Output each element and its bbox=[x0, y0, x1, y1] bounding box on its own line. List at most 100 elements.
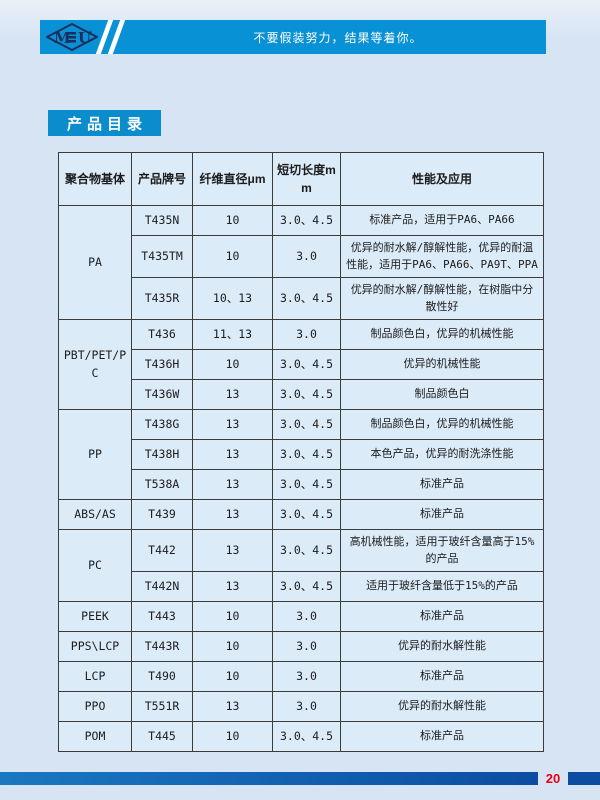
desc-cell: 本色产品，优异的耐洗涤性能 bbox=[340, 439, 544, 470]
diameter-cell: 13 bbox=[192, 409, 273, 440]
diameter-cell: 13 bbox=[192, 691, 273, 722]
table-row: T442N 13 3.0、4.5 适用于玻纤含量低于15%的产品 bbox=[59, 571, 544, 602]
table-header: 聚合物基体 产品牌号 纤维直径μm 短切长度mm 性能及应用 bbox=[58, 152, 544, 206]
table-row: PC T442 13 3.0、4.5 高机械性能，适用于玻纤含量高于15%的产品 bbox=[58, 529, 544, 602]
length-cell: 3.0、4.5 bbox=[272, 721, 341, 752]
logo-letter-u: U bbox=[78, 29, 91, 47]
polymer-base-cell: PEEK bbox=[58, 601, 132, 632]
grade-cell: T442 bbox=[131, 529, 193, 572]
grade-cell: T445 bbox=[131, 721, 193, 752]
grade-cell: T442N bbox=[131, 571, 193, 602]
desc-cell: 高机械性能，适用于玻纤含量高于15%的产品 bbox=[340, 529, 544, 572]
table-row: T436H 10 3.0、4.5 优异的机械性能 bbox=[59, 349, 544, 380]
polymer-base-cell: PBT/PET/PC bbox=[58, 319, 132, 410]
polymer-base-cell: LCP bbox=[58, 661, 132, 692]
diameter-cell: 10 bbox=[192, 601, 273, 632]
table-row: PBT/PET/PC T436 11、13 3.0 制品颜色白，优异的机械性能 bbox=[58, 319, 544, 410]
desc-cell: 优异的耐水解性能 bbox=[340, 691, 544, 722]
table-row: T538A 13 3.0、4.5 标准产品 bbox=[59, 469, 544, 500]
diameter-cell: 13 bbox=[192, 529, 273, 572]
grade-cell: T439 bbox=[131, 499, 193, 530]
length-cell: 3.0、4.5 bbox=[272, 571, 341, 602]
diameter-cell: 10、13 bbox=[192, 277, 273, 320]
length-cell: 3.0、4.5 bbox=[272, 409, 341, 440]
polymer-base-cell: PC bbox=[58, 529, 132, 602]
diameter-cell: 11、13 bbox=[192, 319, 273, 350]
table-row: PPS\LCP T443R 10 3.0 优异的耐水解性能 bbox=[58, 631, 544, 662]
grade-cell: T443 bbox=[131, 601, 193, 632]
length-cell: 3.0、4.5 bbox=[272, 439, 341, 470]
desc-cell: 优异的耐水解性能 bbox=[340, 631, 544, 662]
table-row: PA T435N 10 3.0、4.5 标准产品，适用于PA6、PA66 bbox=[58, 205, 544, 320]
desc-cell: 标准产品 bbox=[340, 661, 544, 692]
desc-cell: 标准产品 bbox=[340, 721, 544, 752]
length-cell: 3.0、4.5 bbox=[272, 499, 341, 530]
grade-cell: T438G bbox=[131, 409, 193, 440]
column-header: 聚合物基体 bbox=[58, 152, 132, 206]
diameter-cell: 13 bbox=[192, 499, 273, 530]
polymer-base-cell: PA bbox=[58, 205, 132, 320]
length-cell: 3.0 bbox=[272, 235, 341, 278]
diameter-cell: 10 bbox=[192, 721, 273, 752]
length-cell: 3.0 bbox=[272, 601, 341, 632]
length-cell: 3.0、4.5 bbox=[272, 379, 341, 410]
grade-cell: T438H bbox=[131, 439, 193, 470]
grade-cell: T435TM bbox=[131, 235, 193, 278]
section-title: 产品目录 bbox=[48, 110, 161, 136]
company-logo: M U ® bbox=[46, 23, 98, 51]
desc-cell: 标准产品 bbox=[340, 499, 544, 530]
desc-cell: 标准产品 bbox=[340, 469, 544, 500]
table-row: ABS/AS T439 13 3.0、4.5 标准产品 bbox=[58, 499, 544, 530]
desc-cell: 制品颜色白，优异的机械性能 bbox=[340, 409, 544, 440]
desc-cell: 标准产品，适用于PA6、PA66 bbox=[340, 205, 544, 236]
table-row: T435TM 10 3.0 优异的耐水解/醇解性能，优异的耐温性能，适用于PA6、PA… bbox=[59, 235, 544, 278]
length-cell: 3.0、4.5 bbox=[272, 277, 341, 320]
logo-fine-print bbox=[67, 32, 76, 43]
diameter-cell: 10 bbox=[192, 661, 273, 692]
grade-cell: T436W bbox=[131, 379, 193, 410]
grade-cell: T435R bbox=[131, 277, 193, 320]
diameter-cell: 13 bbox=[192, 571, 273, 602]
polymer-base-cell: PP bbox=[58, 409, 132, 500]
desc-cell: 适用于玻纤含量低于15%的产品 bbox=[340, 571, 544, 602]
desc-cell: 优异的机械性能 bbox=[340, 349, 544, 380]
page-number: 20 bbox=[545, 770, 561, 786]
length-cell: 3.0、4.5 bbox=[272, 529, 341, 572]
grade-cell: T551R bbox=[131, 691, 193, 722]
length-cell: 3.0、4.5 bbox=[272, 349, 341, 380]
table-body: PA T435N 10 3.0、4.5 标准产品，适用于PA6、PA66 T435TM 10… bbox=[58, 205, 544, 752]
desc-cell: 制品颜色白，优异的机械性能 bbox=[340, 319, 544, 350]
table-row: PP T438G 13 3.0、4.5 制品颜色白，优异的机械性能 bbox=[58, 409, 544, 500]
desc-cell: 优异的耐水解/醇解性能，优异的耐温性能，适用于PA6、PA66、PA9T、PPA bbox=[340, 235, 544, 278]
column-header: 纤维直径μm bbox=[192, 152, 273, 206]
diameter-cell: 13 bbox=[192, 469, 273, 500]
product-table: 聚合物基体 产品牌号 纤维直径μm 短切长度mm 性能及应用 PA T435N 10 3.0、… bbox=[58, 152, 544, 752]
table-row: T435R 10、13 3.0、4.5 优异的耐水解/醇解性能，在树脂中分散性好 bbox=[59, 277, 544, 320]
diameter-cell: 10 bbox=[192, 349, 273, 380]
header-motto: 不要假装努力，结果等着你。 bbox=[253, 30, 423, 45]
length-cell: 3.0、4.5 bbox=[272, 205, 341, 236]
desc-cell: 制品颜色白 bbox=[340, 379, 544, 410]
grade-cell: T538A bbox=[131, 469, 193, 500]
desc-cell: 标准产品 bbox=[340, 601, 544, 632]
table-row: PEEK T443 10 3.0 标准产品 bbox=[58, 601, 544, 632]
polymer-base-cell: POM bbox=[58, 721, 132, 752]
column-header: 产品牌号 bbox=[131, 152, 193, 206]
polymer-base-cell: ABS/AS bbox=[58, 499, 132, 530]
grade-cell: T435N bbox=[131, 205, 193, 236]
footer-bar bbox=[0, 772, 538, 785]
column-header: 短切长度mm bbox=[272, 152, 341, 206]
grade-cell: T436H bbox=[131, 349, 193, 380]
grade-cell: T443R bbox=[131, 631, 193, 662]
diameter-cell: 10 bbox=[192, 235, 273, 278]
polymer-base-cell: PPS\LCP bbox=[58, 631, 132, 662]
table-row: T438H 13 3.0、4.5 本色产品，优异的耐洗涤性能 bbox=[59, 439, 544, 470]
table-row: LCP T490 10 3.0 标准产品 bbox=[58, 661, 544, 692]
logo-letter-m: M bbox=[54, 29, 71, 47]
footer-bar-right bbox=[568, 772, 600, 785]
diameter-cell: 13 bbox=[192, 439, 273, 470]
logo-registered-icon: ® bbox=[89, 30, 93, 36]
table-row: POM T445 10 3.0、4.5 标准产品 bbox=[58, 721, 544, 752]
table-row: T436W 13 3.0、4.5 制品颜色白 bbox=[59, 379, 544, 410]
length-cell: 3.0 bbox=[272, 631, 341, 662]
